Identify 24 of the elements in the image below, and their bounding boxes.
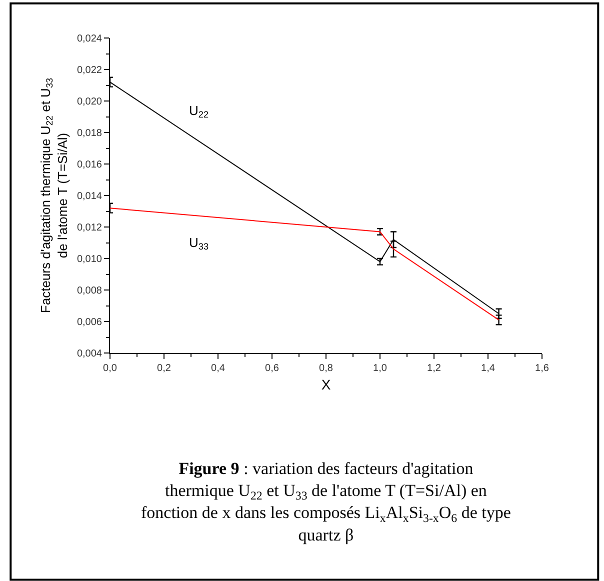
y-tick-label: 0,004	[76, 348, 102, 360]
x-tick-label: 1,4	[481, 363, 496, 374]
series-label: U$_{33}$	[189, 235, 209, 252]
x-axis-title: X	[321, 376, 332, 392]
y-tick-label: 0,010	[76, 254, 102, 265]
y-tick-label: 0,018	[76, 128, 102, 139]
x-tick-label: 0,2	[157, 363, 172, 374]
x-tick-label: 0,4	[211, 363, 226, 374]
y-tick-label: 0,020	[76, 96, 102, 108]
x-tick-label: 0,0	[103, 363, 118, 374]
y-tick-label: 0,024	[76, 34, 102, 44]
y-tick-label: 0,008	[76, 286, 102, 296]
x-tick-label: 1,0	[373, 363, 388, 374]
y-tick-label: 0,022	[76, 65, 102, 76]
text: Figure 9 : variation des facteurs d'agitation thermique U$_{22}$ et U$_{33}$ de l'atome T (T=Si/Al) en fonction de x dans les composés Li$_{x}$Al$_{x}$Si$_{3-x}$O$_{6}$ de type quartz β	[141, 459, 511, 544]
x-tick-label: 0,8	[319, 363, 334, 374]
y-tick-label: 0,012	[76, 222, 102, 234]
y-tick-label: 0,006	[76, 317, 102, 328]
x-tick-label: 0,6	[265, 363, 280, 374]
x-tick-label: 1,6	[535, 363, 550, 374]
y-tick-label: 0,016	[76, 160, 102, 170]
y-tick-label: 0,014	[76, 191, 102, 202]
series-label: U$_{22}$	[189, 103, 209, 120]
x-tick-label: 1,2	[427, 363, 442, 374]
